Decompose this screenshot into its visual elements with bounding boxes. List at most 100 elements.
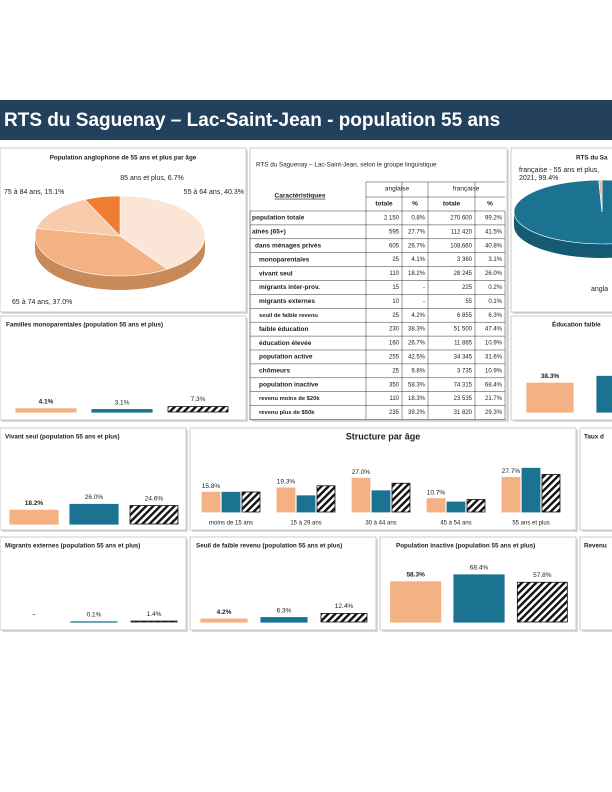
panel-title: Seuil de faible revenu (population 55 an… [196,543,342,550]
pie-label: française - 55 ans et plus, 2021, 99.4% [519,167,600,182]
panel [0,315,247,421]
panel [249,147,508,421]
pie-slice [84,195,121,237]
bar [351,477,371,513]
bar [221,491,241,513]
pie-slice [36,199,121,237]
bar [516,581,568,623]
bar [167,406,229,413]
bar-value-label: 1.4% [147,611,162,618]
bar-value-label: - [33,612,35,619]
bar [91,409,153,413]
table-row-label: migrants inter-prov. [259,284,320,291]
table-cell: 595 [389,229,400,235]
bar-value-label: 7.3% [191,396,206,403]
table-cell: 26.7% [408,243,426,249]
table-cell: 58.3% [408,382,426,388]
banner [0,100,612,140]
table-cell: 31.6% [485,355,503,361]
panel-title: RTS du Sa [576,155,608,162]
bar-value-label: 27.7% [502,468,521,475]
bar [596,375,612,413]
table-cell: 10 [392,299,399,305]
table-cell: 3.1% [488,257,502,263]
table-cell: 18.3% [408,396,426,402]
pie-label: 65 à 74 ans, 37.0% [12,299,72,306]
pie-label: 85 ans et plus, 6.7% [120,175,183,182]
bar-value-label: 15.8% [202,483,221,490]
table-header: Caractéristiques [275,193,326,200]
table-row-label: dans ménages privés [255,242,321,249]
table-cell: 99.2% [485,216,503,222]
table-cell: - [423,285,425,291]
bar [9,509,59,525]
panel-title: Population inactive (population 55 ans e… [396,543,535,550]
table-cell: 25 [392,368,399,374]
bar-value-label: 0.1% [87,612,102,619]
table-cell: 28 245 [454,271,473,277]
bar [501,476,521,513]
bar [466,499,486,513]
table-row-label: seuil de faible revenu [259,313,318,319]
table-row-label: chômeurs [259,368,290,375]
panel-title: Taux d [584,434,604,441]
bar [241,491,261,513]
table-cell: 0.8% [411,216,425,222]
bar-value-label: 4.1% [39,399,54,406]
bar [201,491,221,513]
table-cell: 112 420 [451,229,473,235]
bar-value-label: 4.2% [217,609,232,616]
bar [453,574,505,623]
panel-title: Revenu [584,543,607,550]
table-cell: 68.4% [485,382,503,388]
table-cell: 40.8% [485,243,503,249]
bar [69,503,119,525]
table-cell: 34 345 [454,355,473,361]
table-cell: 4.1% [411,257,425,263]
x-tick-label: 55 ans et plus [512,521,549,527]
bar [200,618,248,623]
pie-slice [34,228,168,277]
bar [296,495,316,513]
table-row-label: migrants externes [259,298,315,305]
table-cell: 25 [392,257,399,263]
table-cell: 38.3% [408,327,426,333]
table-subheader: % [412,201,418,208]
bar-value-label: 6.3% [277,607,292,614]
table-cell: 26.0% [485,271,503,277]
bar-value-label: 19.3% [277,479,296,486]
panel [579,536,612,631]
bar [316,485,336,513]
table-cell: 29.3% [485,410,503,416]
table-row-label: aînés (65+) [252,229,286,236]
bar [521,467,541,513]
table-cell: 605 [389,243,400,249]
table-cell: 10.9% [485,341,503,347]
table-row-label: revenu plus de $50k [259,410,315,416]
bar-value-label: 68.4% [470,565,489,572]
table-cell: 108,660 [450,243,472,249]
bar-value-label: 10.7% [427,489,446,496]
bar-value-label: 38.3% [541,373,560,380]
x-tick-label: 30 à 44 ans [365,521,396,527]
table-cell: 0.2% [488,285,502,291]
table-row-label: monoparentales [259,256,310,263]
table-cell: 51 500 [454,327,473,333]
table-cell: 25 [392,313,399,319]
table-cell: 3 735 [457,368,473,374]
bar [390,581,442,623]
table-cell: 41.5% [485,229,503,235]
table-cell: 15 [392,285,399,291]
table-row-label: faible éducation [259,326,309,333]
table-cell: 235 [389,410,400,416]
table-cell: 23 535 [454,396,473,402]
bar [526,382,574,413]
table-cell: - [423,299,425,305]
table-cell: 47.4% [485,327,503,333]
pie-label: angla [591,286,608,293]
table-cell: 21.7% [485,396,503,402]
table-cell: 39.2% [408,410,426,416]
bar [391,482,411,513]
